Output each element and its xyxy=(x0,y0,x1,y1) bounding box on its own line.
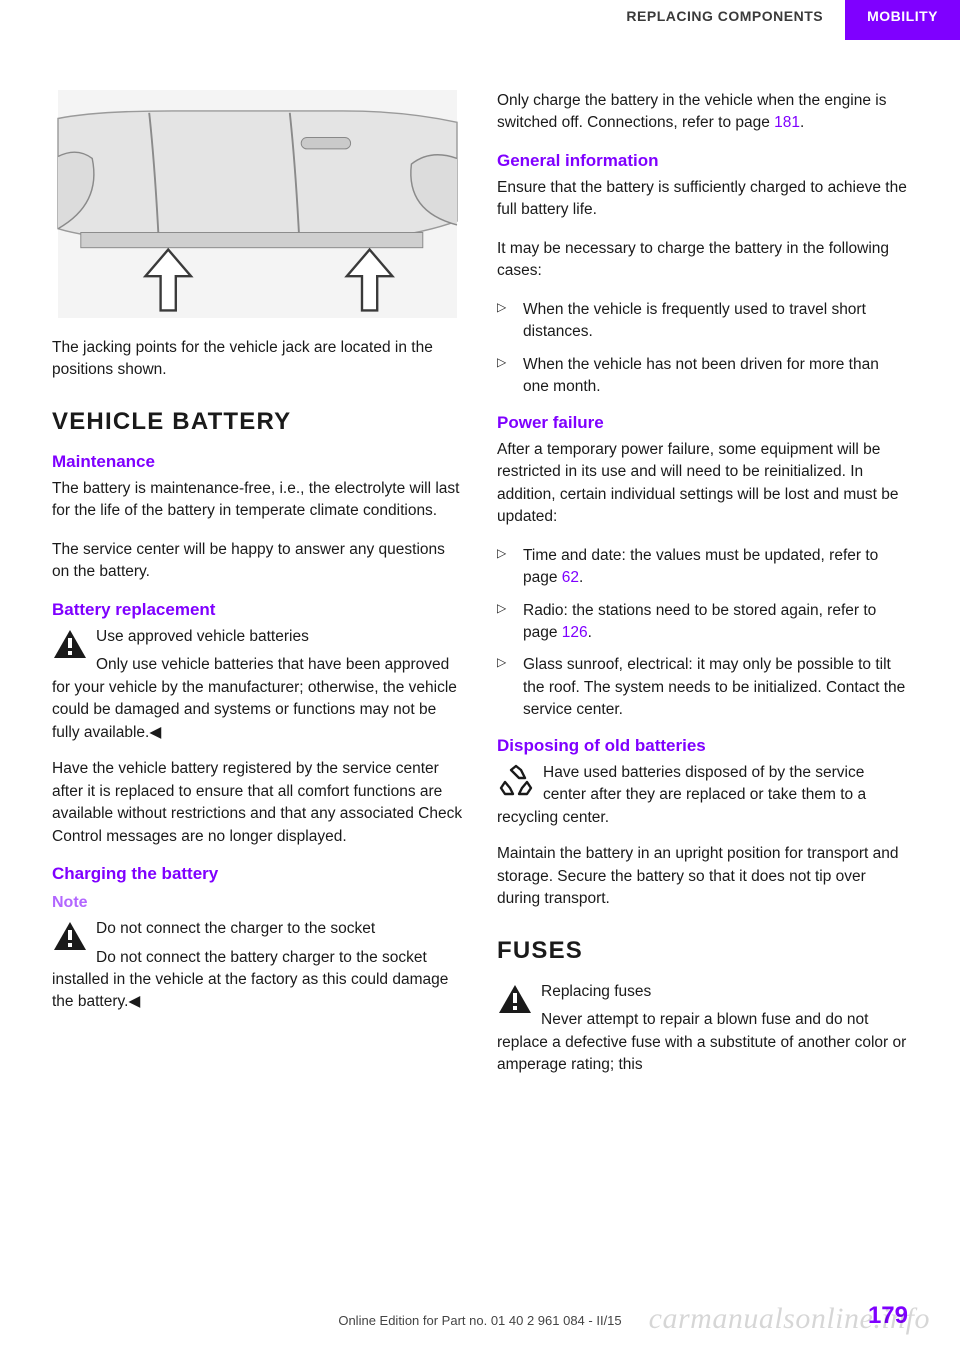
left-column: The jacking points for the vehicle jack … xyxy=(52,90,463,1091)
tab-section: REPLACING COMPONENTS xyxy=(604,0,845,40)
content-columns: The jacking points for the vehicle jack … xyxy=(52,90,908,1091)
right-column: Only charge the battery in the vehicle w… xyxy=(497,90,908,1091)
maintenance-p2: The service center will be happy to answ… xyxy=(52,539,463,584)
maintenance-p1: The battery is maintenance-free, i.e., t… xyxy=(52,478,463,523)
general-p1: Ensure that the battery is sufficiently … xyxy=(497,177,908,222)
general-list: When the vehicle is frequently used to t… xyxy=(497,299,908,399)
charge-instruction-a: Only charge the battery in the vehicle w… xyxy=(497,92,886,131)
battery-replacement-heading: Battery replacement xyxy=(52,600,463,620)
page-link-181[interactable]: 181 xyxy=(774,114,800,131)
charging-warning: Do not connect the charger to the socket… xyxy=(52,918,463,1014)
maintenance-heading: Maintenance xyxy=(52,452,463,472)
note-heading: Note xyxy=(52,894,463,912)
charging-warn-body: Do not connect the battery charger to th… xyxy=(52,947,463,1014)
general-info-heading: General information xyxy=(497,151,908,171)
watermark: carmanualsonline.info xyxy=(649,1302,930,1336)
fuses-warn-body: Never attempt to repair a blown fuse and… xyxy=(497,1009,908,1076)
warning-icon xyxy=(497,983,533,1015)
tab-chapter: MOBILITY xyxy=(845,0,960,40)
general-p2: It may be necessary to charge the batter… xyxy=(497,238,908,283)
recycle-body: Have used batteries disposed of by the s… xyxy=(497,762,908,829)
disposing-after: Maintain the battery in an upright posit… xyxy=(497,843,908,910)
power-failure-heading: Power failure xyxy=(497,413,908,433)
warning-icon xyxy=(52,920,88,952)
pf-item-post: . xyxy=(588,624,592,641)
list-item: When the vehicle has not been driven for… xyxy=(497,354,908,399)
fuses-warning: Replacing fuses Never attempt to repair … xyxy=(497,981,908,1077)
header-tabs: REPLACING COMPONENTS MOBILITY xyxy=(0,0,960,40)
charge-instruction: Only charge the battery in the vehicle w… xyxy=(497,90,908,135)
page-link-126[interactable]: 126 xyxy=(562,624,588,641)
list-item: Radio: the stations need to be stored ag… xyxy=(497,600,908,645)
recycle-icon xyxy=(497,764,535,798)
pf-item-post: . xyxy=(579,569,583,586)
list-item: Time and date: the values must be update… xyxy=(497,545,908,590)
replacement-warn-body: Only use vehicle batteries that have bee… xyxy=(52,654,463,744)
recycle-note: Have used batteries disposed of by the s… xyxy=(497,762,908,829)
disposing-heading: Disposing of old batteries xyxy=(497,736,908,756)
replacement-warning: Use approved vehicle batteries Only use … xyxy=(52,626,463,744)
pf-item-pre: Glass sunroof, electrical: it may only b… xyxy=(523,656,905,718)
power-failure-list: Time and date: the values must be update… xyxy=(497,545,908,722)
fuses-title: FUSES xyxy=(497,937,908,965)
page-link-62[interactable]: 62 xyxy=(562,569,579,586)
charging-heading: Charging the battery xyxy=(52,864,463,884)
replacement-warn-lead: Use approved vehicle batteries xyxy=(96,628,309,645)
replacement-after: Have the vehicle battery registered by t… xyxy=(52,758,463,848)
warning-icon xyxy=(52,628,88,660)
charging-warn-lead: Do not connect the charger to the socket xyxy=(96,920,375,937)
charge-instruction-b: . xyxy=(800,114,804,131)
jacking-caption: The jacking points for the vehicle jack … xyxy=(52,337,463,382)
list-item: When the vehicle is frequently used to t… xyxy=(497,299,908,344)
fuses-warn-lead: Replacing fuses xyxy=(541,983,651,1000)
power-failure-intro: After a temporary power failure, some eq… xyxy=(497,439,908,529)
jacking-points-figure xyxy=(52,90,463,318)
vehicle-battery-title: VEHICLE BATTERY xyxy=(52,408,463,436)
list-item: Glass sunroof, electrical: it may only b… xyxy=(497,654,908,721)
